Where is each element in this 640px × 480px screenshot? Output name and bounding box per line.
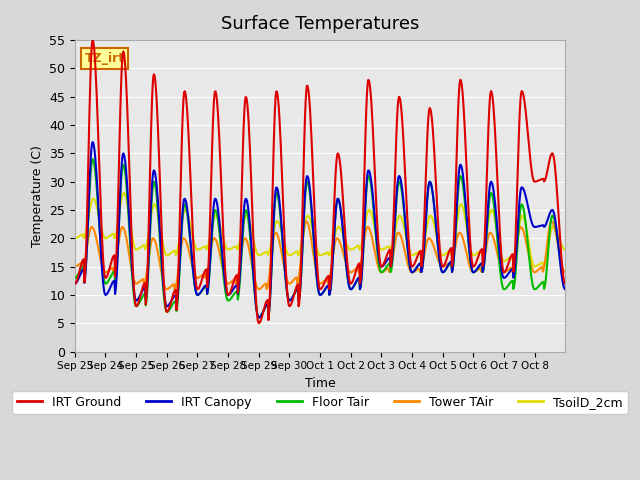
Text: TZ_irt: TZ_irt xyxy=(84,52,125,65)
Legend: IRT Ground, IRT Canopy, Floor Tair, Tower TAir, TsoilD_2cm: IRT Ground, IRT Canopy, Floor Tair, Towe… xyxy=(12,391,628,414)
Y-axis label: Temperature (C): Temperature (C) xyxy=(31,145,44,247)
Title: Surface Temperatures: Surface Temperatures xyxy=(221,15,419,33)
X-axis label: Time: Time xyxy=(305,377,335,390)
